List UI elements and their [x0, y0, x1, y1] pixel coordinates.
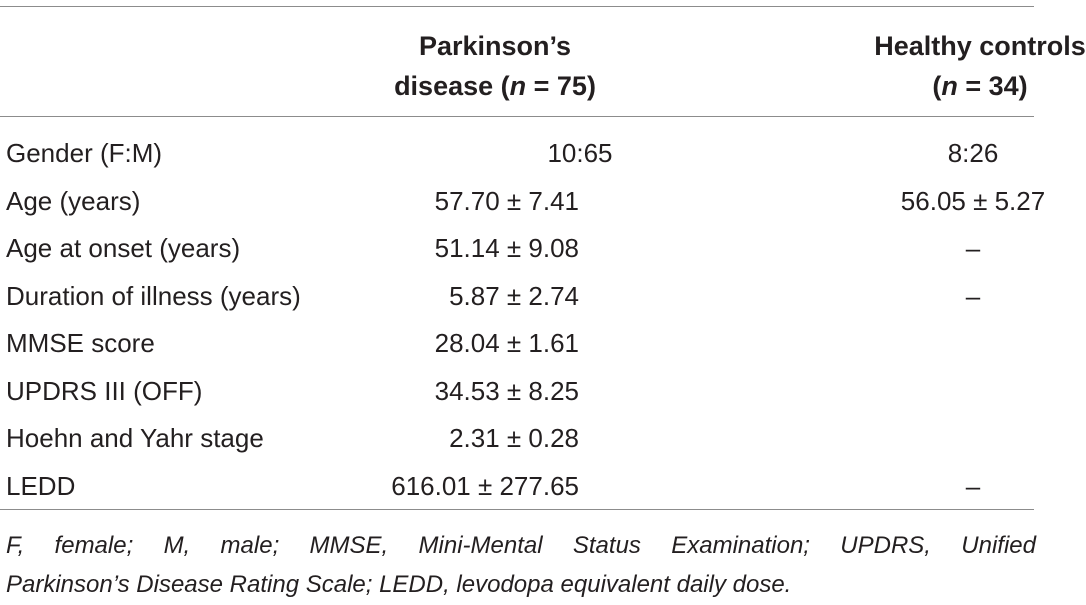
header-pd-line2: disease (n = 75): [394, 71, 596, 101]
row-label: Age at onset (years): [6, 233, 241, 263]
table-row: Hoehn and Yahr stage 2.31 ± 0.28: [0, 415, 1086, 463]
pd-value: 34.53 ± 8.25: [434, 375, 579, 406]
table-footnote: F, female; M, male; MMSE, Mini-Mental St…: [6, 526, 1036, 604]
pd-value: 2.31 ± 0.28: [449, 423, 579, 453]
hc-value: 8:26: [947, 138, 999, 168]
hc-value: –: [965, 470, 981, 501]
pd-value: 51.14 ± 9.08: [434, 233, 579, 263]
row-label: LEDD: [6, 470, 76, 501]
pd-value: 5.87 ± 2.74: [449, 280, 579, 311]
row-label: UPDRS III (OFF): [6, 375, 203, 406]
header-hc-line2: (n = 34): [932, 71, 1028, 101]
table-row: UPDRS III (OFF) 34.53 ± 8.25: [0, 368, 1086, 416]
table-row: Gender (F:M) 10:65 8:26: [0, 130, 1086, 178]
table-row: LEDD 616.01 ± 277.65 –: [0, 463, 1086, 511]
table-row: Age at onset (years) 51.14 ± 9.08 –: [0, 225, 1086, 273]
table-header-rule: [0, 116, 1034, 117]
pd-value: 57.70 ± 7.41: [434, 185, 579, 216]
header-hc-line1: Healthy controls: [874, 31, 1086, 61]
footnote-line1: F, female; M, male; MMSE, Mini-Mental St…: [6, 532, 1036, 559]
header-healthy-controls: Healthy controls (n = 34): [820, 26, 1086, 106]
table-top-rule: [0, 6, 1034, 7]
row-label: Gender (F:M): [6, 138, 163, 168]
pd-value: 28.04 ± 1.61: [434, 328, 579, 358]
pd-value: 616.01 ± 277.65: [391, 470, 579, 501]
table-row: Age (years) 57.70 ± 7.41 56.05 ± 5.27: [0, 178, 1086, 226]
footnote-line2: Parkinson’s Disease Rating Scale; LEDD, …: [6, 571, 792, 598]
row-label: Age (years): [6, 185, 141, 216]
hc-value: –: [965, 233, 981, 263]
row-label: MMSE score: [6, 328, 155, 358]
table-body: Gender (F:M) 10:65 8:26 Age (years) 57.7…: [0, 130, 1086, 510]
table-row: MMSE score 28.04 ± 1.61: [0, 320, 1086, 368]
row-label: Hoehn and Yahr stage: [6, 423, 264, 453]
row-label: Duration of illness (years): [6, 280, 301, 311]
pd-value: 10:65: [547, 138, 613, 168]
header-parkinsons-disease: Parkinson’s disease (n = 75): [330, 26, 660, 106]
hc-value: –: [965, 280, 981, 311]
table-row: Duration of illness (years) 5.87 ± 2.74 …: [0, 273, 1086, 321]
hc-value: 56.05 ± 5.27: [900, 185, 1046, 216]
header-pd-line1: Parkinson’s: [418, 31, 572, 61]
table-bottom-rule: [0, 509, 1034, 510]
